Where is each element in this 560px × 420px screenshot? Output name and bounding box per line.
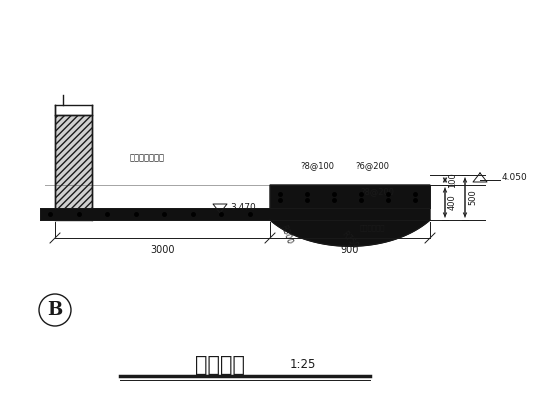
Text: 1:25: 1:25 bbox=[290, 359, 316, 372]
Text: 500: 500 bbox=[468, 189, 477, 205]
Text: 400: 400 bbox=[448, 194, 457, 210]
Text: 100: 100 bbox=[448, 172, 457, 188]
Text: 3000: 3000 bbox=[150, 245, 175, 255]
Text: ?8@200: ?8@200 bbox=[360, 187, 394, 196]
Text: 4.050: 4.050 bbox=[502, 173, 528, 183]
Text: ?6@200: ?6@200 bbox=[355, 161, 389, 170]
Polygon shape bbox=[270, 185, 430, 208]
Text: 3.470: 3.470 bbox=[230, 204, 256, 213]
Polygon shape bbox=[40, 208, 270, 220]
Text: 雨蓬大样: 雨蓬大样 bbox=[195, 355, 245, 375]
Text: R300: R300 bbox=[278, 224, 293, 246]
Bar bbox=[55, 115, 92, 220]
Polygon shape bbox=[270, 185, 430, 246]
Text: 梁详平法施工图: 梁详平法施工图 bbox=[130, 153, 165, 163]
Text: 二次装修找坡: 二次装修找坡 bbox=[360, 225, 385, 231]
Text: ?8@100: ?8@100 bbox=[300, 161, 334, 170]
Text: B: B bbox=[48, 301, 63, 319]
Text: R750: R750 bbox=[340, 229, 360, 251]
Text: 900: 900 bbox=[341, 245, 359, 255]
